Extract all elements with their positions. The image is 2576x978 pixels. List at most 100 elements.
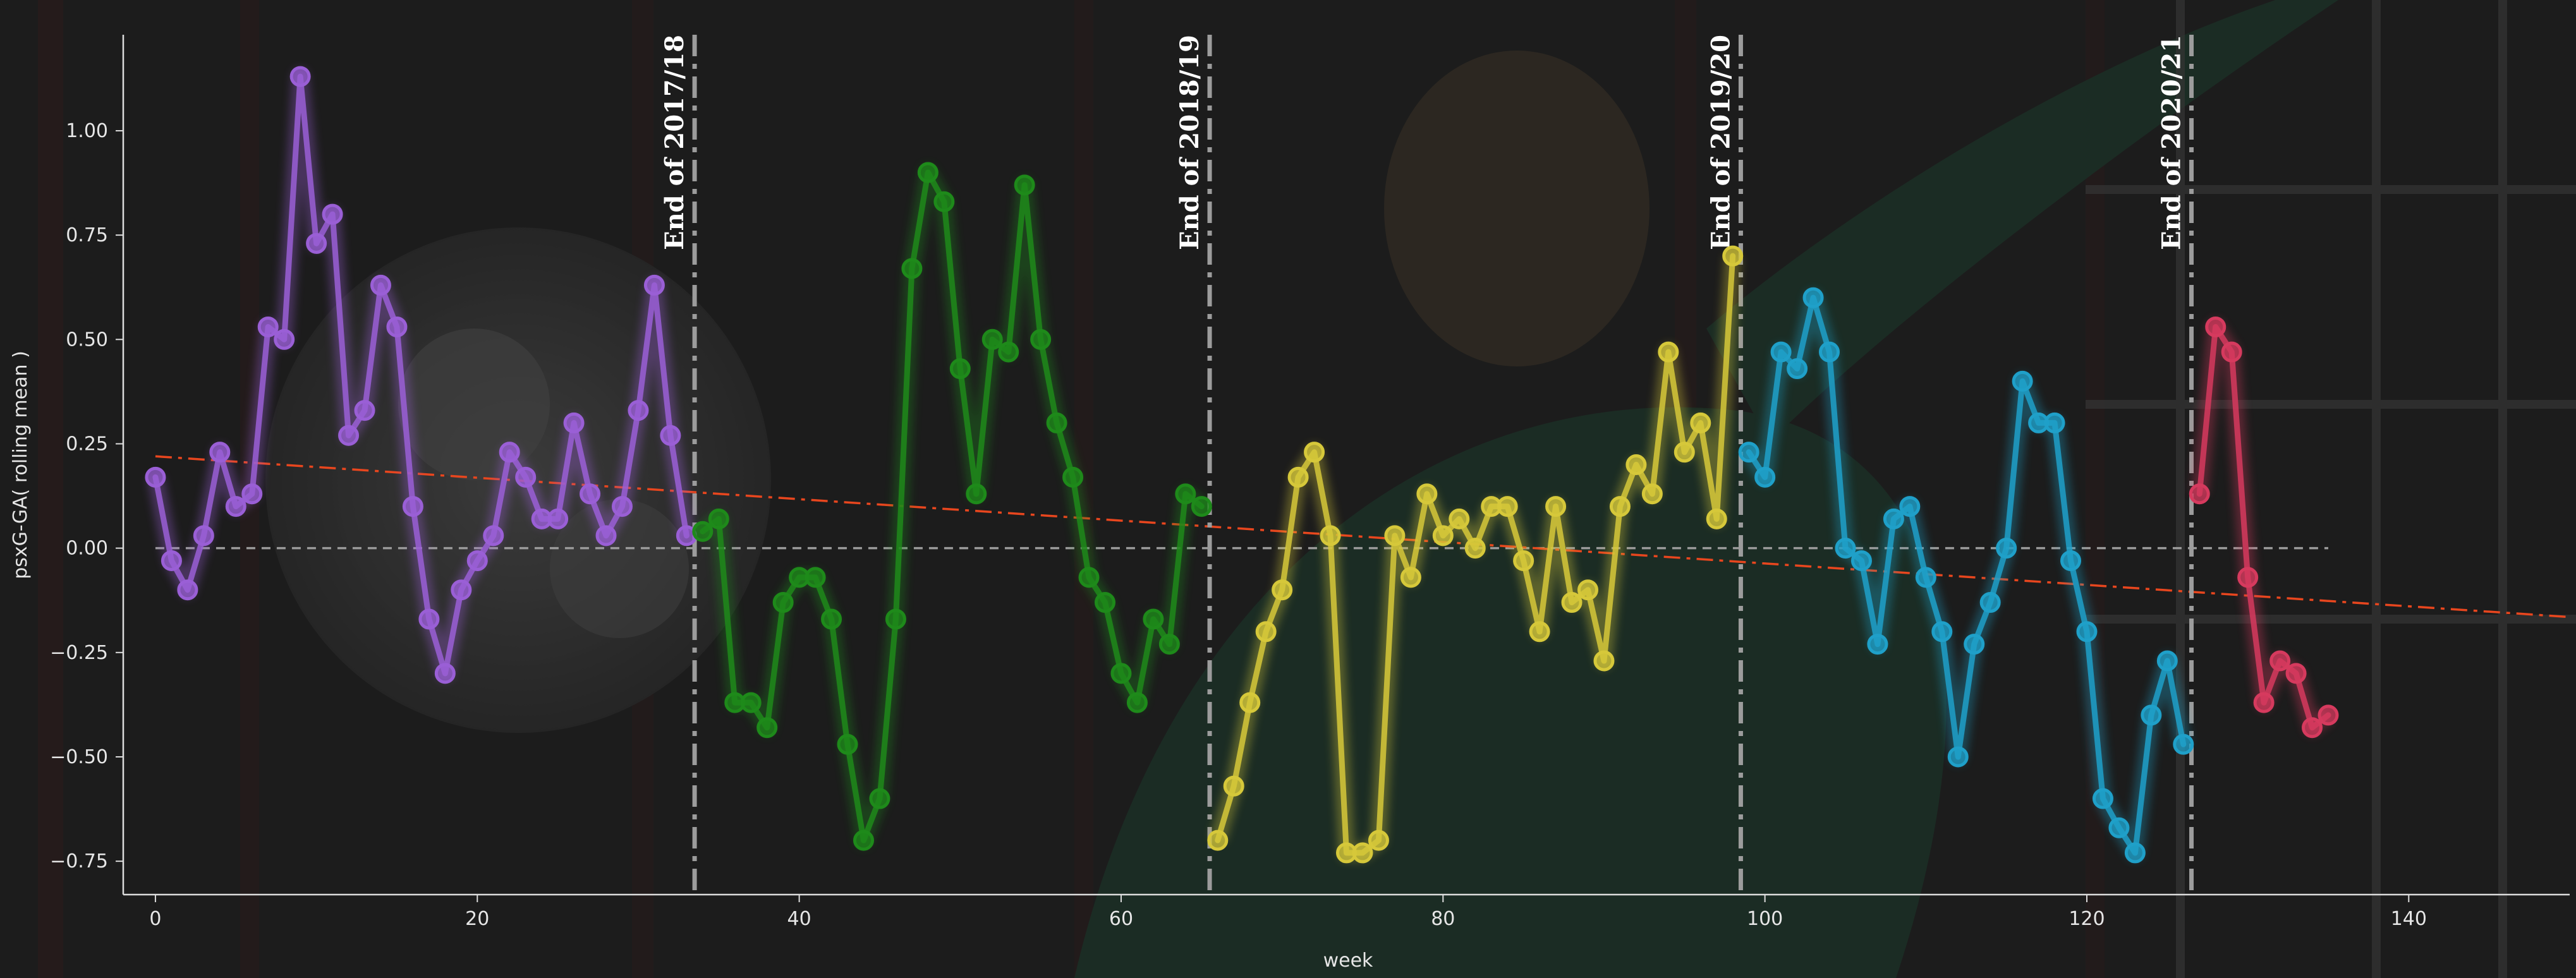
season-end-label: End of 2020/21 bbox=[2157, 35, 2187, 250]
data-point bbox=[2253, 692, 2275, 713]
data-point bbox=[209, 442, 231, 463]
data-point bbox=[2044, 412, 2065, 433]
x-tick-label: 80 bbox=[1431, 908, 1455, 930]
data-point bbox=[1674, 442, 1695, 463]
data-point bbox=[338, 425, 360, 446]
data-point bbox=[1014, 174, 1035, 196]
data-point bbox=[1835, 538, 1856, 559]
data-point bbox=[145, 466, 166, 488]
season-markers: End of 2017/18 End of 2018/19 End of 2019/… bbox=[660, 35, 2194, 895]
data-point bbox=[547, 508, 569, 529]
y-tick-label: 0.00 bbox=[66, 538, 108, 560]
data-point bbox=[1304, 442, 1325, 463]
data-point bbox=[1850, 550, 1872, 571]
data-point bbox=[998, 341, 1019, 363]
data-point bbox=[1110, 663, 1132, 684]
data-point bbox=[2092, 788, 2113, 809]
data-point bbox=[1690, 412, 1711, 433]
data-point bbox=[1175, 483, 1196, 505]
series-2 bbox=[692, 162, 1212, 851]
data-point bbox=[1497, 496, 1518, 517]
data-point bbox=[1625, 454, 1647, 475]
data-point bbox=[1046, 412, 1067, 433]
data-point bbox=[434, 663, 456, 684]
data-point bbox=[1867, 634, 1888, 655]
data-point bbox=[1899, 496, 1921, 517]
data-point bbox=[306, 232, 327, 254]
data-point bbox=[692, 521, 714, 542]
y-tick-label: −0.25 bbox=[50, 642, 108, 664]
data-point bbox=[1030, 329, 1052, 350]
data-point bbox=[225, 496, 246, 517]
data-point bbox=[1802, 287, 1824, 308]
data-point bbox=[1658, 341, 1679, 363]
data-point bbox=[451, 579, 472, 601]
data-point bbox=[1223, 775, 1244, 797]
data-point bbox=[1947, 746, 1969, 768]
data-point bbox=[2221, 341, 2242, 363]
data-point bbox=[2205, 316, 2227, 337]
y-tick-label: 0.50 bbox=[66, 329, 108, 351]
data-point bbox=[2108, 817, 2130, 838]
data-point bbox=[1078, 567, 1100, 588]
data-point bbox=[1931, 621, 1953, 643]
data-point bbox=[1207, 830, 1229, 851]
data-point bbox=[1609, 496, 1631, 517]
data-point bbox=[1529, 621, 1550, 643]
data-point bbox=[580, 483, 601, 505]
data-point bbox=[483, 525, 504, 546]
data-point bbox=[289, 66, 311, 87]
data-point bbox=[1979, 592, 2001, 613]
data-point bbox=[595, 525, 617, 546]
x-tick-label: 20 bbox=[465, 908, 489, 930]
data-point bbox=[949, 358, 971, 380]
data-point bbox=[1432, 525, 1454, 546]
data-point bbox=[643, 274, 665, 296]
x-tick-label: 120 bbox=[2069, 908, 2105, 930]
data-point bbox=[241, 483, 263, 505]
data-point bbox=[1255, 621, 1277, 643]
y-tick-label: −0.50 bbox=[50, 746, 108, 768]
data-point bbox=[1706, 508, 1727, 529]
data-series bbox=[145, 66, 2339, 864]
data-point bbox=[354, 400, 375, 421]
data-point bbox=[901, 258, 923, 279]
data-point bbox=[821, 608, 842, 630]
series-5 bbox=[2189, 316, 2339, 739]
data-point bbox=[1754, 466, 1776, 488]
data-point bbox=[257, 316, 279, 337]
data-point bbox=[1577, 579, 1599, 601]
season-end-label: End of 2018/19 bbox=[1175, 35, 1205, 250]
data-point bbox=[1545, 496, 1567, 517]
data-point bbox=[1561, 592, 1583, 613]
x-axis-label: week bbox=[1323, 950, 1373, 972]
data-point bbox=[1094, 592, 1115, 613]
data-point bbox=[1158, 634, 1180, 655]
data-point bbox=[708, 508, 729, 529]
data-point bbox=[1400, 567, 1421, 588]
y-tick-label: 1.00 bbox=[66, 120, 108, 142]
data-point bbox=[2318, 704, 2339, 726]
data-point bbox=[660, 425, 681, 446]
data-point bbox=[885, 608, 906, 630]
data-point bbox=[966, 483, 987, 505]
y-tick-label: 0.25 bbox=[66, 433, 108, 455]
data-point bbox=[917, 162, 939, 183]
y-axis-label: psxG-GA( rolling mean ) bbox=[9, 351, 32, 579]
series-line bbox=[1746, 294, 2187, 856]
data-point bbox=[2060, 550, 2082, 571]
data-point bbox=[2285, 663, 2307, 684]
data-point bbox=[2173, 734, 2194, 755]
data-point bbox=[2156, 650, 2178, 672]
data-point bbox=[933, 191, 955, 212]
data-point bbox=[1464, 538, 1486, 559]
data-point bbox=[1819, 341, 1840, 363]
data-point bbox=[563, 412, 585, 433]
data-point bbox=[2189, 483, 2210, 505]
data-point bbox=[2269, 650, 2291, 672]
data-point bbox=[2012, 370, 2033, 392]
data-point bbox=[402, 496, 423, 517]
data-point bbox=[1287, 466, 1309, 488]
